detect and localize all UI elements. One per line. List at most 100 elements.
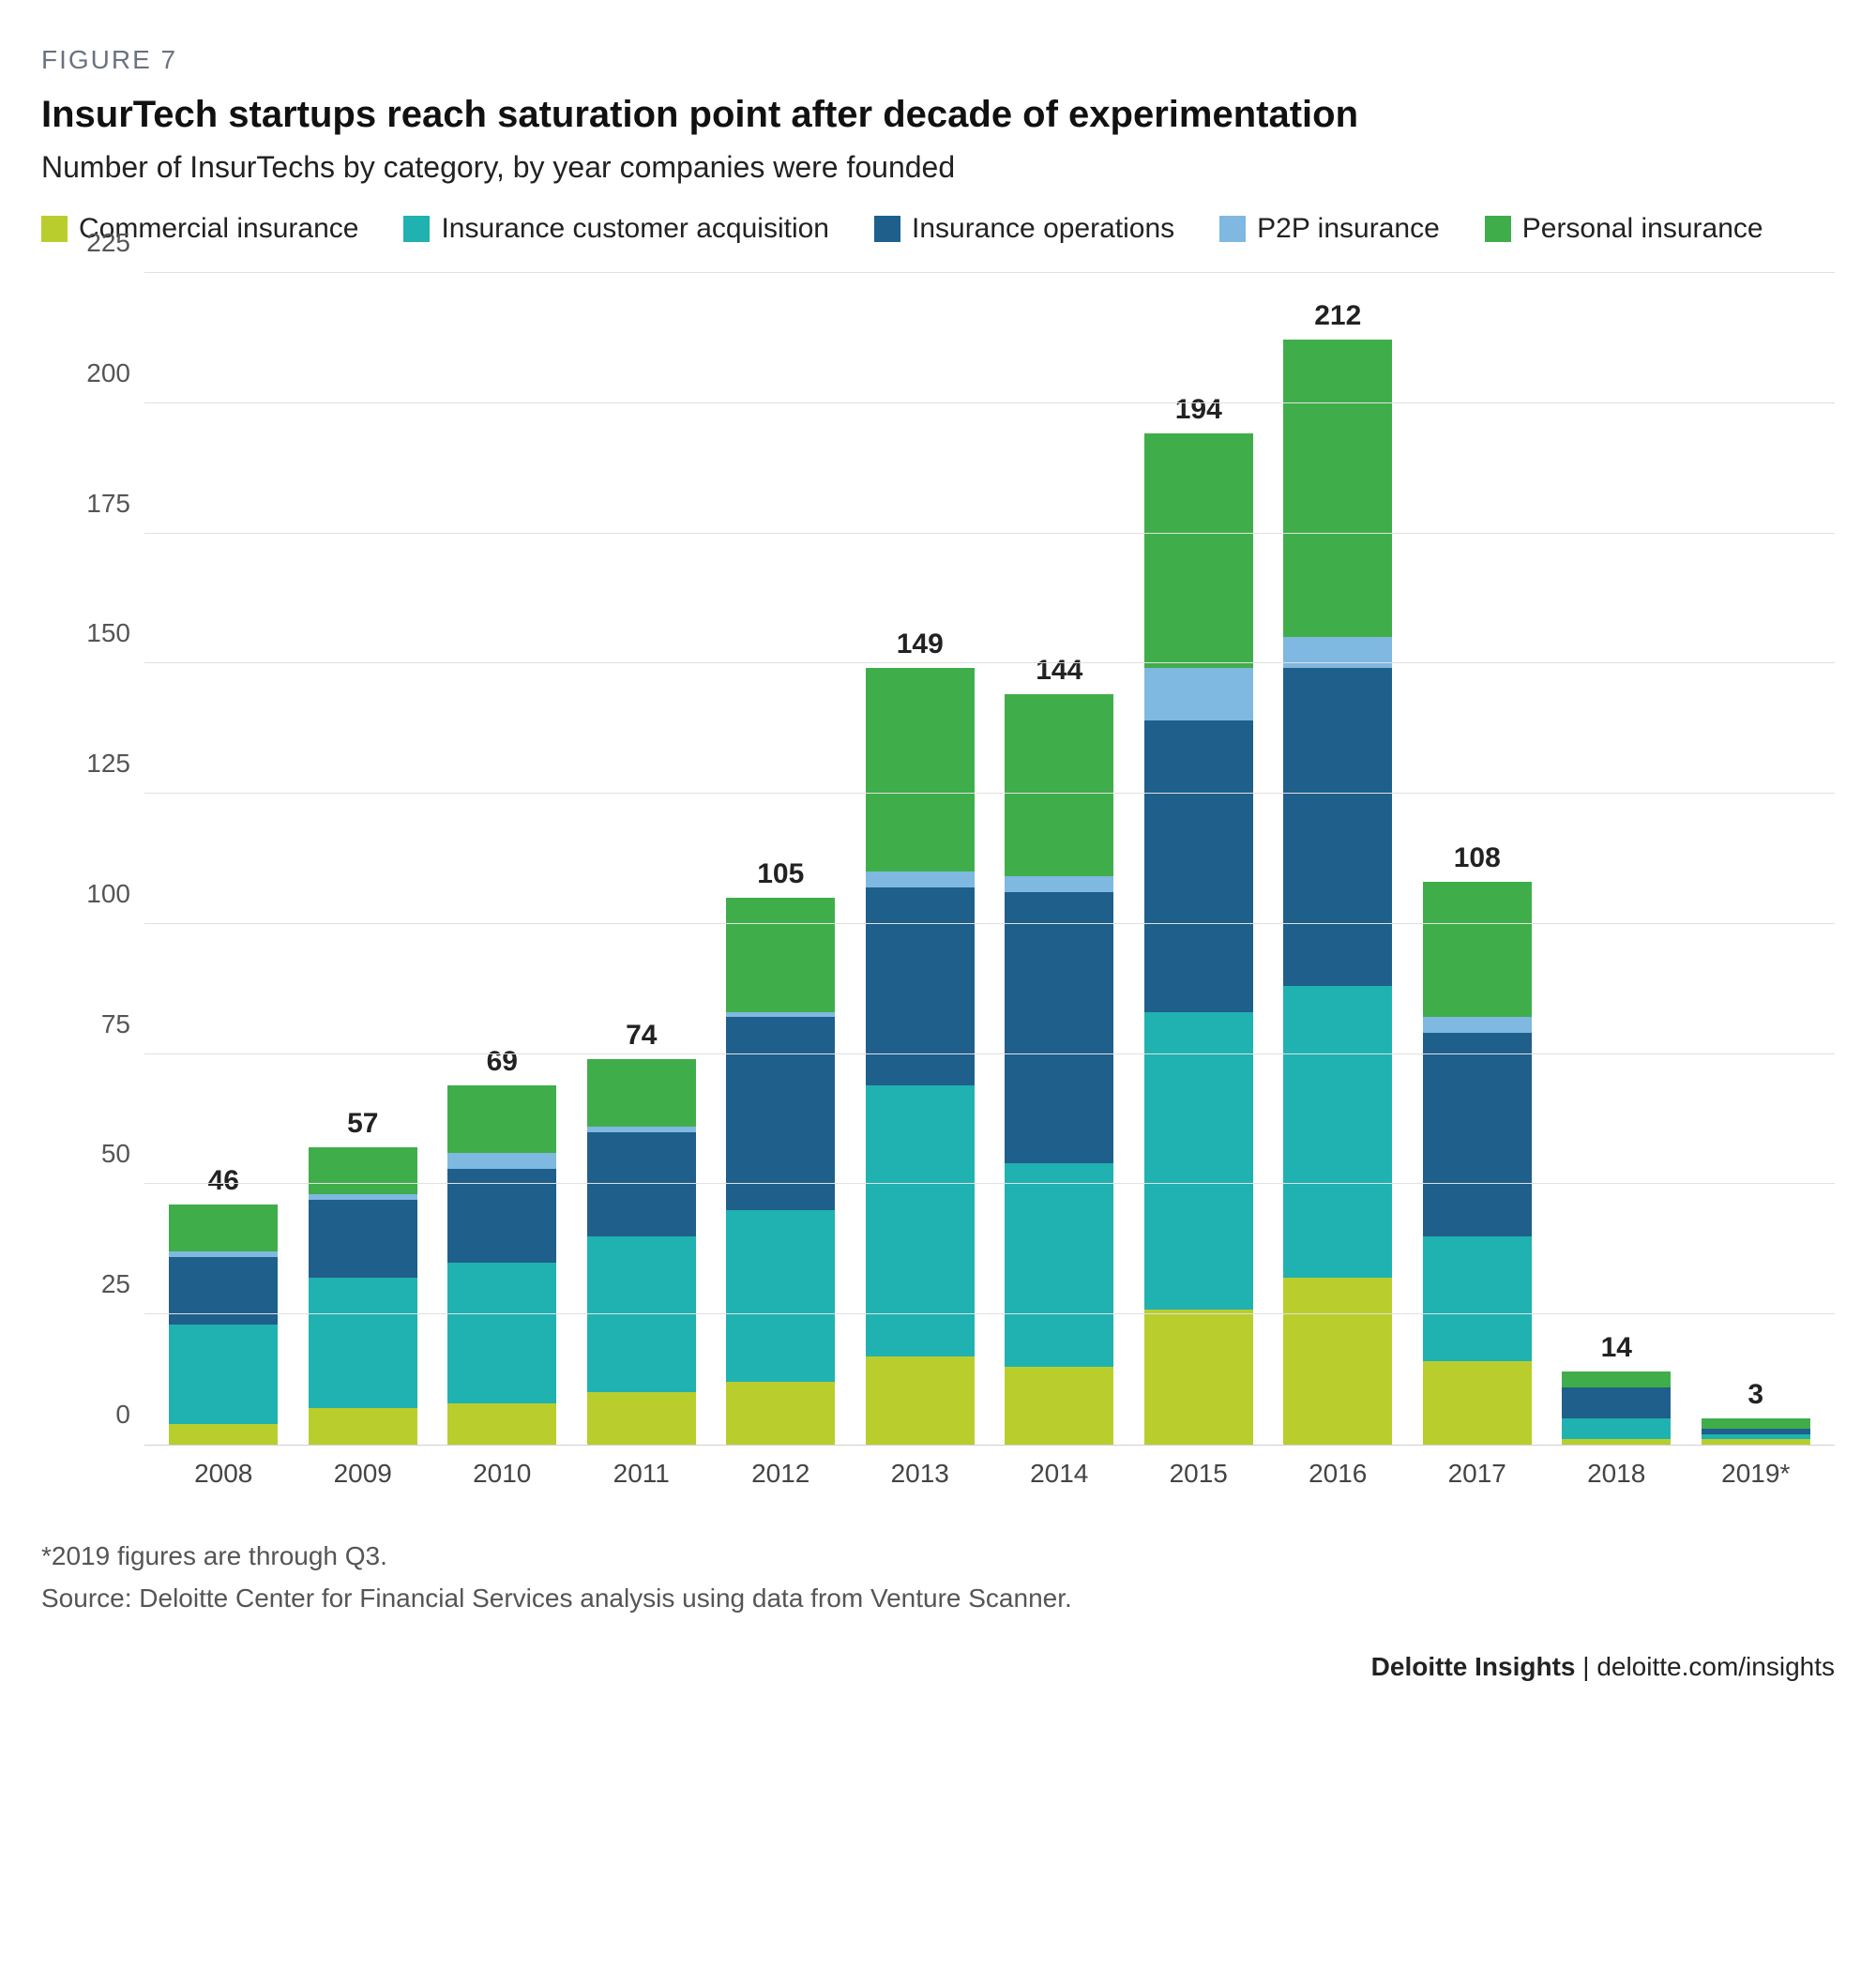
x-tick-label: 2019*: [1687, 1459, 1826, 1489]
gridline: [144, 793, 1835, 794]
bar-total-label: 46: [208, 1165, 239, 1197]
bar-segment-acquisition: [447, 1263, 556, 1403]
chart-title: InsurTech startups reach saturation poin…: [41, 92, 1835, 137]
legend-item-personal: Personal insurance: [1485, 213, 1763, 245]
bar-segment-commercial: [1005, 1367, 1113, 1445]
bar-column: 144: [990, 273, 1129, 1445]
bar-total-label: 212: [1314, 300, 1361, 332]
bar-segment-operations: [309, 1200, 417, 1278]
y-tick-label: 125: [41, 749, 130, 779]
bar-stack: [447, 1085, 556, 1445]
bar-total-label: 105: [757, 858, 804, 890]
bar-segment-personal: [587, 1059, 696, 1127]
legend-item-p2p: P2P insurance: [1219, 213, 1440, 245]
bar-stack: [726, 898, 835, 1445]
y-tick-label: 225: [41, 228, 130, 258]
chart: 46576974105149144194212108143 0255075100…: [41, 273, 1835, 1489]
legend-label: Insurance operations: [912, 213, 1174, 245]
bar-segment-personal: [447, 1085, 556, 1153]
x-tick-label: 2013: [851, 1459, 991, 1489]
x-tick-label: 2018: [1547, 1459, 1687, 1489]
legend-item-operations: Insurance operations: [874, 213, 1174, 245]
x-tick-label: 2016: [1268, 1459, 1408, 1489]
bar-segment-personal: [1423, 882, 1532, 1017]
y-tick-label: 200: [41, 358, 130, 388]
bar-total-label: 57: [347, 1108, 378, 1140]
attribution: Deloitte Insights | deloitte.com/insight…: [41, 1652, 1835, 1682]
bar-segment-personal: [1005, 694, 1113, 876]
bar-segment-commercial: [1283, 1278, 1392, 1445]
bars-container: 46 57 69 74 105 149 144 194 212 108 14 3: [144, 273, 1835, 1445]
figure-label: FIGURE 7: [41, 45, 1835, 75]
bar-stack: [1144, 433, 1253, 1445]
gridline: [144, 533, 1835, 534]
x-tick-label: 2010: [432, 1459, 572, 1489]
legend: Commercial insuranceInsurance customer a…: [41, 213, 1835, 245]
bar-segment-p2p: [1423, 1017, 1532, 1033]
chart-subtitle: Number of InsurTechs by category, by yea…: [41, 150, 1835, 185]
bar-segment-acquisition: [309, 1278, 417, 1408]
bar-segment-p2p: [1144, 668, 1253, 720]
bar-segment-acquisition: [726, 1210, 835, 1382]
bar-segment-operations: [1423, 1033, 1532, 1236]
bar-segment-operations: [866, 887, 975, 1085]
y-tick-label: 100: [41, 879, 130, 909]
bar-segment-personal: [1283, 340, 1392, 637]
gridline: [144, 272, 1835, 273]
y-tick-label: 150: [41, 618, 130, 648]
bar-stack: [169, 1205, 278, 1445]
bar-segment-personal: [726, 898, 835, 1012]
bar-segment-acquisition: [1562, 1418, 1671, 1439]
bar-total-label: 69: [487, 1046, 518, 1078]
bar-total-label: 14: [1601, 1332, 1632, 1364]
bar-total-label: 194: [1175, 394, 1222, 426]
bar-segment-commercial: [1144, 1310, 1253, 1445]
bar-total-label: 144: [1036, 655, 1082, 687]
bar-stack: [1283, 340, 1392, 1445]
y-tick-label: 25: [41, 1269, 130, 1299]
bar-segment-operations: [169, 1257, 278, 1325]
bar-segment-commercial: [447, 1403, 556, 1445]
bar-segment-commercial: [169, 1424, 278, 1445]
gridline: [144, 923, 1835, 924]
bar-segment-acquisition: [1423, 1236, 1532, 1361]
footnote-line-1: *2019 figures are through Q3.: [41, 1536, 1835, 1578]
bar-column: 57: [294, 273, 433, 1445]
bar-stack: [1005, 694, 1113, 1445]
bar-segment-operations: [1005, 892, 1113, 1163]
bar-total-label: 108: [1454, 842, 1501, 874]
footnote-line-2: Source: Deloitte Center for Financial Se…: [41, 1578, 1835, 1620]
gridline: [144, 662, 1835, 663]
bar-segment-operations: [726, 1017, 835, 1210]
bar-column: 46: [154, 273, 294, 1445]
legend-label: Insurance customer acquisition: [441, 213, 829, 245]
bar-segment-acquisition: [1005, 1163, 1113, 1367]
legend-swatch: [1485, 216, 1511, 242]
bar-stack: [1562, 1371, 1671, 1445]
bar-segment-personal: [1144, 433, 1253, 668]
footnote: *2019 figures are through Q3. Source: De…: [41, 1536, 1835, 1620]
bar-column: 3: [1687, 273, 1826, 1445]
attribution-brand: Deloitte Insights: [1371, 1652, 1576, 1681]
plot-area: 46576974105149144194212108143 0255075100…: [144, 273, 1835, 1446]
bar-total-label: 149: [897, 629, 944, 660]
bar-column: 108: [1408, 273, 1548, 1445]
x-tick-label: 2012: [711, 1459, 851, 1489]
x-tick-label: 2015: [1129, 1459, 1269, 1489]
bar-segment-acquisition: [1144, 1012, 1253, 1310]
bar-total-label: 74: [626, 1020, 657, 1052]
bar-segment-operations: [1562, 1387, 1671, 1418]
bar-segment-p2p: [866, 871, 975, 887]
legend-swatch: [1219, 216, 1246, 242]
bar-segment-commercial: [726, 1382, 835, 1445]
bar-segment-p2p: [1005, 876, 1113, 892]
gridline: [144, 1053, 1835, 1054]
bar-segment-commercial: [866, 1356, 975, 1445]
bar-segment-p2p: [447, 1153, 556, 1169]
y-tick-label: 75: [41, 1009, 130, 1039]
bar-segment-acquisition: [866, 1085, 975, 1356]
bar-segment-operations: [1144, 720, 1253, 1012]
bar-stack: [1423, 882, 1532, 1445]
bar-segment-acquisition: [1283, 986, 1392, 1278]
legend-label: Personal insurance: [1522, 213, 1763, 245]
